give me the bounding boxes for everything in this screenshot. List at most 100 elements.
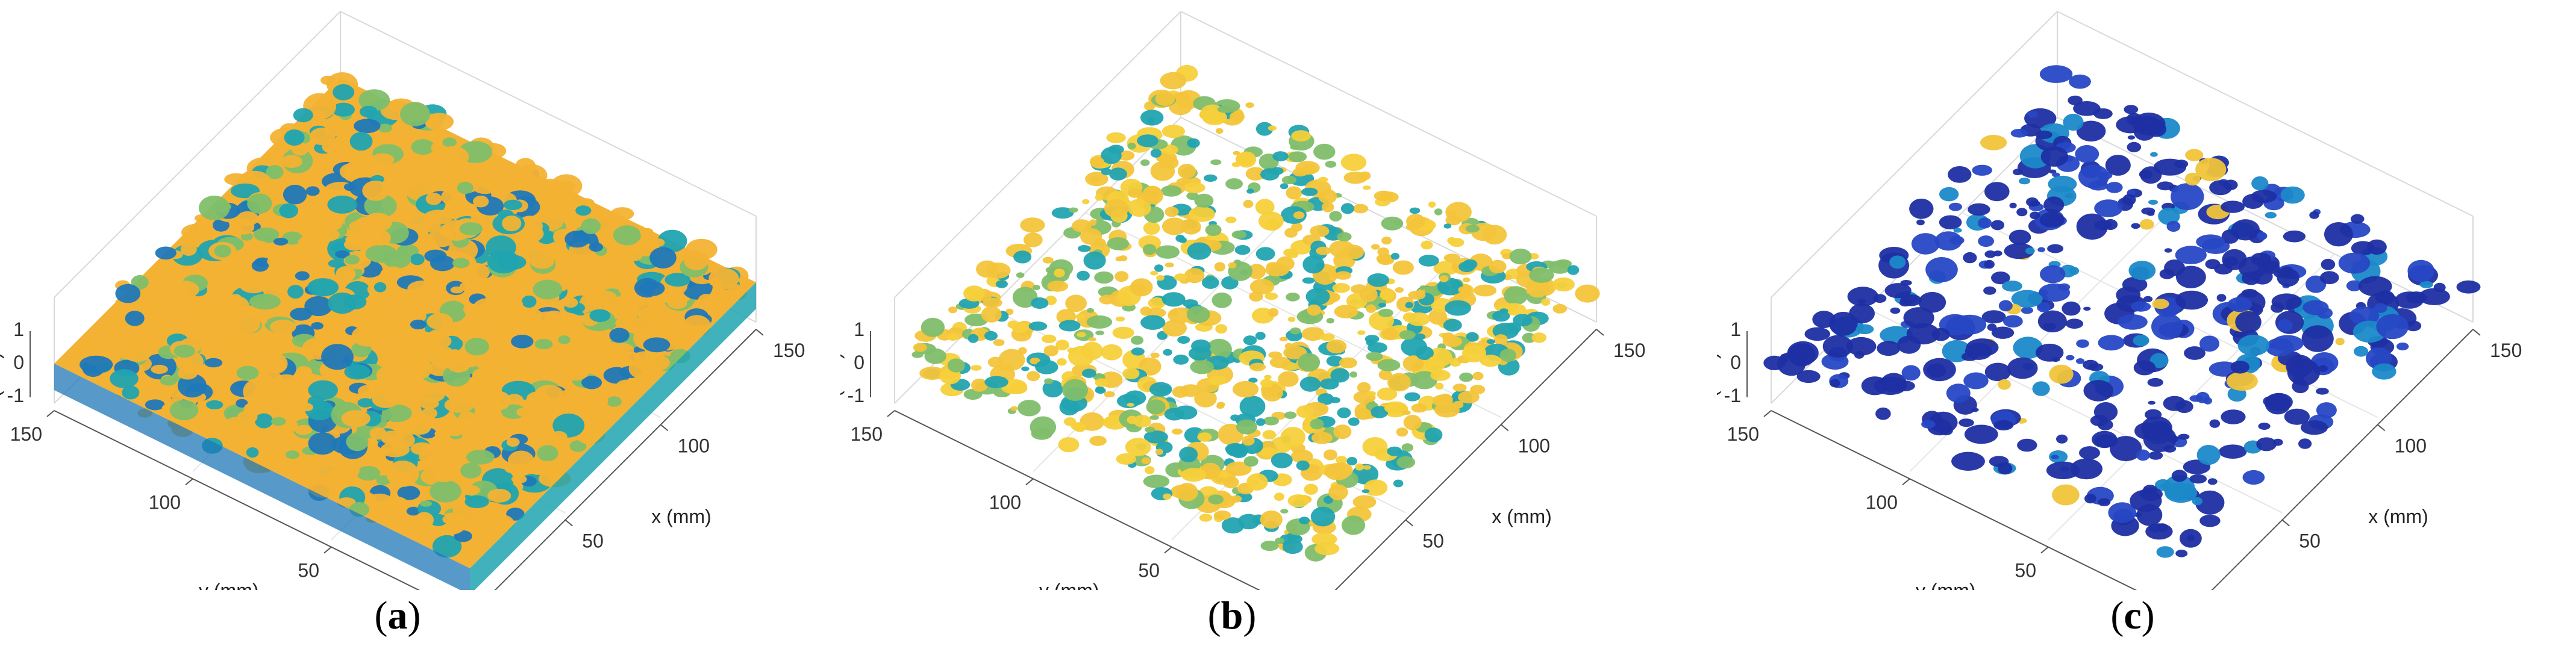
surface-patch — [437, 146, 469, 168]
surface-patch — [1242, 435, 1255, 446]
surface-patch — [214, 244, 231, 258]
surface-patch — [196, 317, 220, 331]
surface-patch — [2098, 335, 2125, 351]
surface-patch — [1964, 424, 1998, 444]
surface-patch — [2196, 234, 2225, 249]
surface-patch — [349, 132, 373, 151]
surface-patch — [307, 278, 339, 297]
box-edge — [1180, 11, 1597, 217]
surface-patch — [1319, 378, 1339, 390]
surface-patch — [1181, 219, 1201, 235]
surface-patch — [971, 378, 988, 392]
surface-patch — [2189, 395, 2203, 402]
surface-patch — [2184, 172, 2201, 186]
surface-patch — [2192, 497, 2202, 506]
surface-patch — [365, 244, 398, 263]
surface-patch — [1237, 514, 1260, 530]
surface-patch — [487, 488, 511, 503]
surface-patch — [1434, 208, 1443, 216]
y-tick-label: 100 — [1866, 491, 1898, 513]
y-tick-mark — [1763, 410, 1772, 417]
surface-patch — [1180, 384, 1201, 397]
surface-patch — [1435, 382, 1444, 390]
surface-patch — [1575, 284, 1600, 303]
surface-patch — [1271, 167, 1284, 175]
surface-patch — [362, 181, 389, 201]
surface-patch — [125, 311, 145, 326]
surface-patch — [1458, 261, 1475, 273]
surface-patch — [639, 312, 672, 334]
surface-patch — [174, 344, 195, 358]
surface-patch — [533, 279, 563, 300]
surface-patch — [2258, 423, 2271, 430]
surface-patch — [1313, 143, 1336, 160]
surface-patch — [305, 186, 320, 196]
surface-patch — [1311, 532, 1337, 546]
surface-patch — [309, 213, 343, 233]
surface-patch — [919, 367, 945, 380]
surface-patch — [464, 338, 489, 356]
surface-patch — [613, 225, 641, 246]
surface-patch — [1319, 333, 1335, 341]
surface-patch — [1051, 207, 1074, 219]
surface-patch — [1501, 303, 1526, 316]
surface-patch — [1531, 332, 1547, 343]
surface-patch — [2158, 207, 2180, 225]
surface-patch — [2070, 458, 2102, 480]
surface-patch — [1529, 267, 1554, 283]
surface-patch — [1939, 187, 1959, 202]
surface-patch — [1197, 432, 1212, 442]
x-axis-label: x (mm) — [1492, 506, 1552, 527]
surface-patch — [496, 279, 513, 291]
surface-patch — [1116, 453, 1136, 465]
surface-patch — [246, 447, 259, 458]
surface-patch — [357, 466, 381, 481]
surface-patch — [963, 285, 985, 302]
surface-patch — [1023, 232, 1043, 247]
surface-patch — [2141, 416, 2172, 439]
x-axis-line — [494, 329, 757, 590]
surface-patch — [1282, 539, 1303, 554]
x-tick-mark — [1501, 424, 1509, 432]
surface-patch — [2185, 149, 2204, 161]
surface-patch — [1881, 373, 1907, 393]
surface-patch — [1018, 347, 1027, 355]
surface-patch — [2032, 381, 2050, 396]
surface-patch — [2133, 360, 2156, 376]
surface-patch — [1443, 318, 1462, 332]
x-tick-mark — [564, 519, 573, 527]
surface-patch — [2235, 311, 2262, 334]
caption-close: ) — [2141, 594, 2155, 638]
surface-patch — [386, 435, 400, 445]
surface-patch — [947, 358, 965, 373]
surface-patch — [2003, 315, 2023, 327]
surface-patch — [2153, 158, 2186, 176]
surface-patch — [1231, 495, 1242, 503]
surface-patch — [2196, 445, 2221, 465]
surface-patch — [1058, 320, 1081, 332]
caption-label: a — [387, 594, 408, 638]
surface-patch — [1020, 217, 1045, 233]
caption-a: (a) — [307, 593, 488, 639]
surface-patch — [1272, 151, 1289, 161]
surface-patch — [1291, 130, 1311, 141]
surface-patch — [2287, 359, 2321, 386]
surface-patch — [2134, 512, 2142, 518]
surface-patch — [358, 89, 390, 111]
surface-patch — [591, 290, 617, 304]
surface-patch — [1280, 427, 1305, 448]
surface-patch — [2271, 335, 2304, 352]
surface-patch — [1042, 380, 1064, 398]
surface-patch — [1337, 407, 1351, 418]
surface-patch — [1378, 308, 1393, 317]
surface-patch — [1188, 346, 1212, 361]
surface-patch — [1186, 306, 1210, 323]
z-tick-label: 0 — [854, 352, 864, 373]
surface-patch — [2418, 288, 2450, 305]
x-tick-label: 50 — [582, 530, 604, 552]
surface-patch — [1010, 406, 1018, 411]
surface-patch — [1260, 541, 1279, 551]
surface-patch — [1245, 167, 1266, 181]
surface-patch — [1258, 211, 1284, 231]
